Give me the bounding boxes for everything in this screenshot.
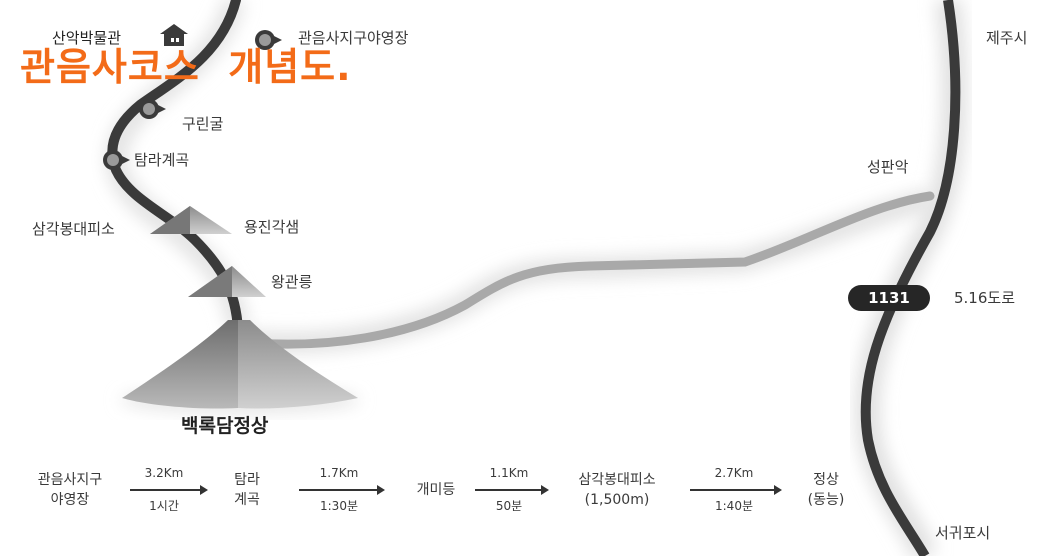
leg-distance: 1.7Km [319,466,359,480]
label-road-516: 5.16도로 [954,289,1015,307]
leg-time: 1시간 [149,499,179,513]
waypoint-pin-tamra [103,150,130,170]
leg-time: 1:40분 [715,499,753,513]
label-samgak-shelter: 삼각봉대피소 [32,220,115,238]
house-icon [160,24,188,46]
summit-mountain-left [122,320,238,409]
label-seongpanak: 성판악 [867,158,909,176]
leg-distance: 3.2Km [144,466,184,480]
leg-distance: 2.7Km [714,466,754,480]
route-stop: 정상 (동능) [807,472,845,508]
route-stop: 삼각봉대피소 (1,500m) [578,472,656,508]
label-seogwipo: 서귀포시 [935,524,991,542]
label-jeju-city: 제주시 [986,29,1028,47]
label-campsite: 관음사지구야영장 [298,29,409,47]
waypoint-pin-campsite [255,30,282,50]
map-title: 관음사코스 개념도. [20,45,352,89]
leg-time: 1:30분 [320,499,358,513]
route-stop: 탐라 계곡 [234,472,260,508]
label-tamra-valley: 탐라계곡 [134,151,190,169]
leg-distance: 1.1Km [489,466,529,480]
leg-time: 50분 [495,499,523,513]
road-516 [860,0,961,556]
gwaneumsa-trail [107,0,243,335]
label-gurin-cave: 구린굴 [182,115,224,133]
label-wanggwan: 왕관릉 [271,273,313,291]
road-number-badge: 1131 [848,285,930,311]
waypoint-pin-gurin [139,99,166,119]
leg-arrow [299,485,385,495]
leg-arrow [475,485,549,495]
label-museum: 산악박물관 [52,29,122,47]
label-summit: 백록담정상 [181,415,269,437]
seongpanak-trail [235,191,935,349]
samgak-peak-left [150,206,190,234]
label-yongjin-spring: 용진각샘 [244,218,300,236]
leg-arrow [130,485,208,495]
leg-arrow [690,485,782,495]
summit-mountain-right [238,320,358,409]
route-stop: 관음사지구 야영장 [37,472,103,508]
route-stop: 개미등 [416,482,456,498]
wanggwan-peak-left [188,266,232,297]
